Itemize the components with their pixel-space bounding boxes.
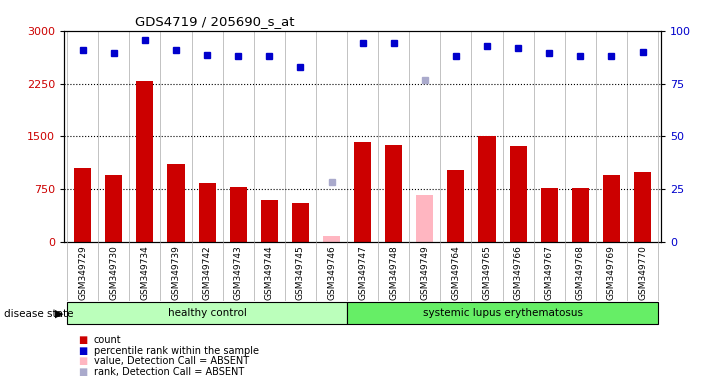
Text: count: count	[94, 335, 122, 345]
Text: GSM349743: GSM349743	[234, 245, 242, 300]
Text: GSM349749: GSM349749	[420, 245, 429, 300]
Bar	[634, 172, 651, 242]
Text: GSM349766: GSM349766	[513, 245, 523, 300]
Text: GSM349745: GSM349745	[296, 245, 305, 300]
Bar	[261, 200, 278, 242]
Bar	[347, 302, 658, 324]
Text: GSM349744: GSM349744	[264, 245, 274, 300]
Text: GSM349764: GSM349764	[451, 245, 461, 300]
Text: GSM349734: GSM349734	[140, 245, 149, 300]
Text: ■: ■	[78, 356, 87, 366]
Bar	[416, 195, 434, 242]
Text: disease state: disease state	[4, 309, 73, 319]
Text: rank, Detection Call = ABSENT: rank, Detection Call = ABSENT	[94, 367, 244, 377]
Text: healthy control: healthy control	[168, 308, 247, 318]
Text: GSM349730: GSM349730	[109, 245, 118, 300]
Text: GSM349729: GSM349729	[78, 245, 87, 300]
Bar	[198, 184, 215, 242]
Bar	[137, 81, 154, 242]
Text: ■: ■	[78, 335, 87, 345]
Bar	[354, 142, 371, 242]
Text: ▶: ▶	[55, 309, 63, 319]
Text: GSM349767: GSM349767	[545, 245, 554, 300]
Text: GSM349748: GSM349748	[389, 245, 398, 300]
Bar	[540, 188, 558, 242]
Bar	[603, 175, 620, 242]
Text: value, Detection Call = ABSENT: value, Detection Call = ABSENT	[94, 356, 249, 366]
Text: GSM349770: GSM349770	[638, 245, 647, 300]
Bar	[230, 187, 247, 242]
Bar	[323, 236, 340, 242]
Bar	[479, 136, 496, 242]
Bar	[292, 203, 309, 242]
Text: percentile rank within the sample: percentile rank within the sample	[94, 346, 259, 356]
Bar	[74, 168, 91, 242]
Text: ■: ■	[78, 367, 87, 377]
Bar	[167, 164, 185, 242]
Bar	[67, 302, 347, 324]
Bar	[105, 175, 122, 242]
Text: ■: ■	[78, 346, 87, 356]
Bar	[572, 188, 589, 242]
Text: GSM349768: GSM349768	[576, 245, 585, 300]
Text: GSM349746: GSM349746	[327, 245, 336, 300]
Bar	[447, 170, 464, 242]
Bar	[510, 146, 527, 242]
Text: systemic lupus erythematosus: systemic lupus erythematosus	[422, 308, 582, 318]
Text: GSM349739: GSM349739	[171, 245, 181, 300]
Bar	[385, 145, 402, 242]
Text: GSM349769: GSM349769	[607, 245, 616, 300]
Text: GSM349765: GSM349765	[483, 245, 491, 300]
Text: GDS4719 / 205690_s_at: GDS4719 / 205690_s_at	[135, 15, 294, 28]
Text: GSM349747: GSM349747	[358, 245, 367, 300]
Text: GSM349742: GSM349742	[203, 245, 212, 300]
